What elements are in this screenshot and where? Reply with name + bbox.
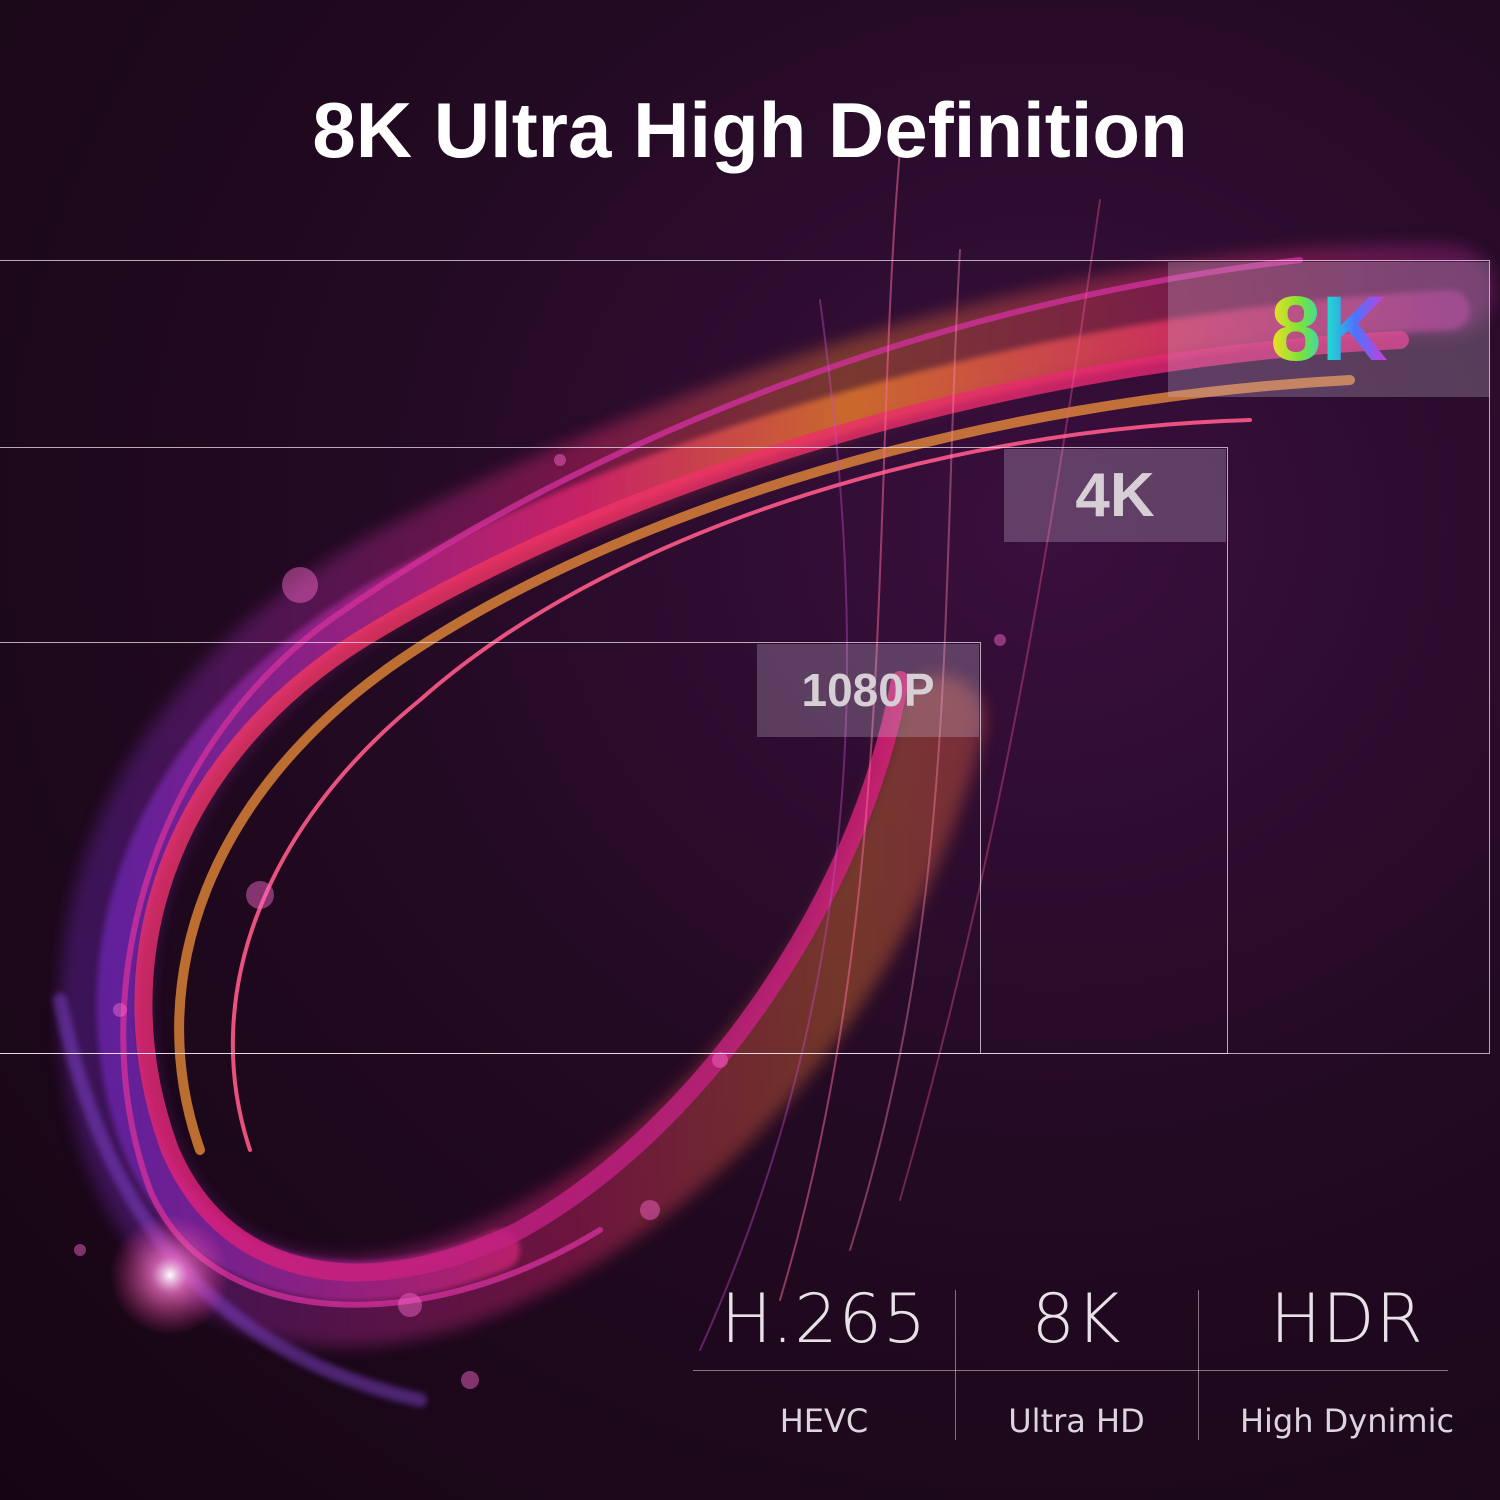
badge-8k: 8K [1168,262,1490,397]
badge-4k: 4K [1004,449,1226,542]
spec-main-label: H.265 [720,1280,928,1359]
spec-sub-label: Ultra HD [1008,1402,1145,1440]
spec-main-label: 8K [1031,1280,1122,1359]
page-title: 8K Ultra High Definition [312,86,1188,174]
spec-divider-horizontal [693,1370,1448,1371]
spec-sub-label: HEVC [779,1402,869,1440]
badge-1080p: 1080P [757,644,979,737]
spec-8k: 8K Ultra HD [955,1280,1198,1440]
badge-8k-label: 8K [1270,278,1388,380]
spec-main-label: HDR [1270,1280,1424,1359]
resolution-frame-1080p [0,642,981,1054]
spec-h265: H.265 HEVC [693,1280,955,1440]
spec-sub-label: High Dynimic [1239,1402,1455,1440]
spec-hdr: HDR High Dynimic [1198,1280,1496,1440]
spec-divider-vertical [955,1290,956,1440]
spec-divider-vertical [1198,1290,1199,1440]
